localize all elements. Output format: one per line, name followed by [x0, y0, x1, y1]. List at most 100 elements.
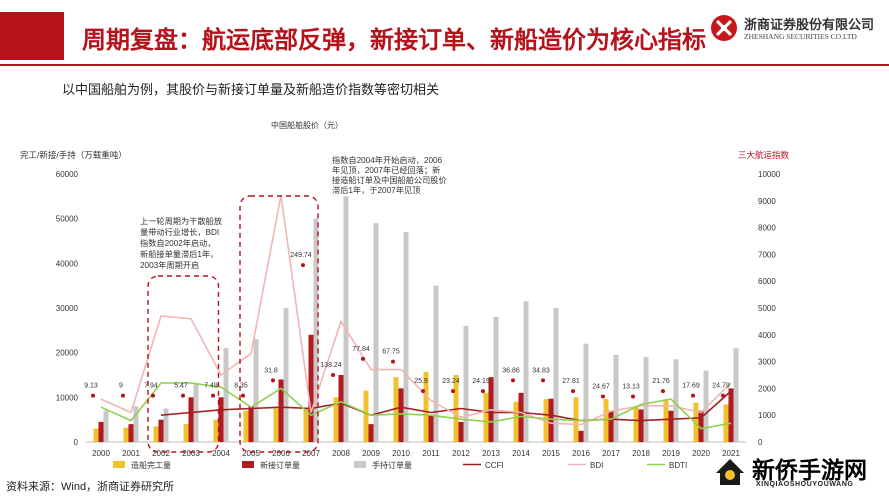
- page-title: 周期复盘：航运底部反弹，新接订单、新船造价为核心指标: [82, 27, 706, 54]
- stock-price-point: [241, 393, 245, 398]
- orderbook-bar: [523, 301, 529, 442]
- completed-bar: [243, 410, 249, 442]
- new-orders-bar: [698, 410, 704, 442]
- completed-bar: [663, 399, 669, 442]
- completed-bar: [543, 399, 549, 442]
- logo-name-cn: 浙商证券股份有限公司: [744, 17, 875, 32]
- legend-label: 造船完工量: [131, 460, 171, 470]
- new-orders-bar: [458, 421, 464, 442]
- stock-price-label: 67.75: [382, 349, 400, 356]
- left-tick-label: 50000: [56, 215, 79, 224]
- x-tick-label: 2013: [482, 449, 500, 458]
- orderbook-bar: [583, 343, 589, 442]
- logo-name-en: ZHESHANG SECURITIES CO.LTD: [744, 32, 857, 41]
- annotation-2002: 上一轮周期为干散船放: [140, 216, 222, 226]
- orderbook-bar: [103, 410, 109, 442]
- completed-bar: [693, 402, 699, 442]
- right-tick-label: 4000: [758, 331, 776, 340]
- stock-price-point: [211, 393, 215, 398]
- completed-bar: [213, 419, 219, 442]
- watermark: 新侨手游网 XINQIAOSHOUYOUWANG: [712, 449, 886, 497]
- x-tick-label: 2014: [512, 449, 530, 458]
- ccfi-line: [160, 390, 732, 422]
- stock-price-label: 77.84: [352, 346, 370, 353]
- highlight-box-2002: [147, 275, 220, 453]
- x-tick-label: 2007: [302, 449, 320, 458]
- stock-price-label: 31.8: [264, 367, 278, 374]
- stock-price-label: 24.79: [712, 383, 730, 390]
- legend-label: CCFI: [485, 461, 504, 470]
- orderbook-bar: [163, 408, 169, 442]
- zheshang-logo-icon: [711, 15, 737, 41]
- stock-price-point: [481, 389, 485, 394]
- completed-bar: [513, 401, 519, 442]
- stock-price-label: 27.81: [562, 378, 580, 385]
- left-tick-label: 30000: [56, 304, 79, 313]
- stock-price-label: 24.67: [592, 383, 610, 390]
- stock-price-point: [571, 389, 575, 394]
- legend-label: 手持订单量: [372, 460, 412, 470]
- new-orders-bar: [158, 419, 164, 442]
- stock-price-label: 5.47: [174, 383, 188, 390]
- bdi-line: [100, 195, 732, 426]
- header-rule: [0, 64, 889, 66]
- annotation-2002: 新船接单量滞后1年，: [140, 249, 218, 259]
- new-orders-bar: [518, 392, 524, 442]
- x-tick-label: 2010: [392, 449, 410, 458]
- stock-price-point: [631, 394, 635, 399]
- legend-swatch: [113, 461, 125, 468]
- orderbook-bar: [463, 325, 469, 442]
- completed-bar: [303, 407, 309, 442]
- watermark-text-cn: 新侨手游网: [752, 457, 867, 483]
- x-tick-label: 2017: [602, 449, 620, 458]
- completed-bar: [273, 408, 279, 442]
- stock-price-point: [421, 389, 425, 394]
- completed-bar: [183, 424, 189, 442]
- stock-price-label: 36.86: [502, 367, 520, 374]
- completed-bar: [423, 371, 429, 442]
- annotation-2004: 接造船订单及中国船舶公司股价: [332, 175, 447, 185]
- annotation-2004: 指数自2004年开始启动，2006: [332, 155, 443, 165]
- title-bar: 周期复盘：航运底部反弹，新接订单、新船造价为核心指标: [0, 12, 706, 60]
- new-orders-bar: [728, 388, 734, 442]
- new-orders-bar: [278, 379, 284, 442]
- completed-bar: [483, 392, 489, 442]
- company-logo: 浙商证券股份有限公司 ZHESHANG SECURITIES CO.LTD: [708, 14, 884, 44]
- title-accent: [0, 12, 64, 60]
- orderbook-bar: [373, 223, 379, 442]
- right-tick-label: 9000: [758, 197, 776, 206]
- orderbook-bar: [283, 308, 289, 442]
- right-tick-label: 2000: [758, 384, 776, 393]
- orderbook-bar: [253, 339, 259, 442]
- stock-price-point: [451, 389, 455, 394]
- x-tick-label: 2018: [632, 449, 650, 458]
- x-tick-label: 2011: [422, 449, 440, 458]
- right-tick-label: 10000: [758, 170, 781, 179]
- new-orders-bar: [638, 409, 644, 442]
- stock-price-label: 7.49: [204, 383, 218, 390]
- orderbook-bar: [403, 232, 409, 442]
- completed-bar: [603, 399, 609, 442]
- stock-price-label: 24.19: [472, 378, 490, 385]
- x-tick-label: 2012: [452, 449, 470, 458]
- left-tick-label: 20000: [56, 349, 79, 358]
- stock-price-point: [121, 393, 125, 398]
- stock-price-point: [301, 263, 305, 268]
- watermark-logo-icon: [716, 459, 744, 485]
- legend-swatch: [354, 461, 366, 468]
- right-axis-label: 三大航运指数: [738, 150, 790, 160]
- legend-label: 新接订单量: [260, 460, 300, 470]
- completed-bar: [333, 397, 339, 442]
- stock-price-point: [271, 378, 275, 383]
- stock-price-point: [721, 393, 725, 398]
- completed-bar: [723, 404, 729, 442]
- new-orders-bar: [128, 424, 134, 442]
- new-orders-bar: [338, 375, 344, 442]
- orderbook-bar: [733, 348, 739, 442]
- stock-price-label: 17.69: [682, 383, 700, 390]
- left-tick-label: 60000: [56, 170, 79, 179]
- new-orders-bar: [308, 334, 314, 442]
- stock-price-point: [661, 389, 665, 394]
- orderbook-bar: [223, 348, 229, 442]
- orderbook-bar: [193, 383, 199, 442]
